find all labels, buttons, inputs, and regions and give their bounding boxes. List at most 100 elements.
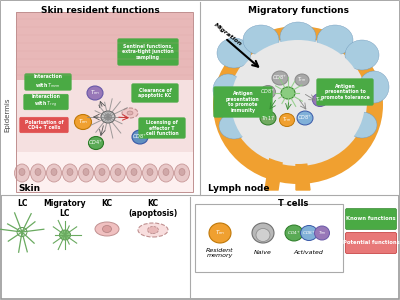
Ellipse shape [46,164,62,182]
Ellipse shape [101,111,115,123]
Ellipse shape [281,87,295,99]
FancyBboxPatch shape [346,232,396,254]
Text: Licensing of
effector T
cell function: Licensing of effector T cell function [146,120,178,136]
Polygon shape [296,150,310,190]
Text: $T_{rm}$: $T_{rm}$ [315,95,325,104]
Text: Skin resident functions: Skin resident functions [41,6,159,15]
Text: KC
(apoptosis): KC (apoptosis) [128,199,178,218]
Ellipse shape [256,229,270,242]
Text: Potential functions: Potential functions [343,241,399,245]
Text: T cells: T cells [278,199,308,208]
FancyBboxPatch shape [346,208,396,230]
Ellipse shape [35,169,41,176]
Ellipse shape [158,164,174,182]
FancyBboxPatch shape [25,74,71,90]
Text: Clearance of
apoptotic KC: Clearance of apoptotic KC [138,88,172,98]
Ellipse shape [217,38,251,68]
Text: Migration: Migration [213,22,243,47]
Bar [16,80,193,152]
Text: $CD8^+$: $CD8^+$ [260,88,276,96]
Ellipse shape [314,226,330,240]
Ellipse shape [115,169,121,176]
Text: Known functions: Known functions [346,217,396,221]
Text: Interaction
with $T_{reg}$: Interaction with $T_{reg}$ [32,94,60,110]
Bar [16,152,193,192]
Ellipse shape [317,25,353,55]
Text: Interaction
with $T_{mem}$: Interaction with $T_{mem}$ [34,74,62,89]
Ellipse shape [285,225,303,241]
Ellipse shape [102,226,112,232]
Ellipse shape [122,108,138,118]
Ellipse shape [174,164,190,182]
Ellipse shape [88,136,104,149]
Text: $CD8^+$: $CD8^+$ [302,229,316,237]
Text: $T_{rm}$: $T_{rm}$ [215,229,225,238]
Ellipse shape [359,71,389,103]
Ellipse shape [83,169,89,176]
Bar [200,1,399,195]
Ellipse shape [110,164,126,182]
Ellipse shape [213,26,383,184]
Ellipse shape [74,115,92,130]
Ellipse shape [104,114,112,120]
Text: $CD8^+$: $CD8^+$ [272,74,288,82]
Ellipse shape [312,94,328,106]
Ellipse shape [300,226,318,241]
Ellipse shape [280,22,316,52]
Ellipse shape [295,74,309,86]
Text: $T_{rm}$: $T_{rm}$ [78,118,88,126]
Text: $CD4^+$: $CD4^+$ [287,229,301,237]
Ellipse shape [132,130,148,144]
Ellipse shape [231,40,365,164]
Ellipse shape [127,111,133,115]
Ellipse shape [138,223,168,237]
Text: Resident
memory: Resident memory [206,248,234,258]
Text: $CD8^+$: $CD8^+$ [132,133,148,141]
Ellipse shape [252,223,274,243]
FancyBboxPatch shape [20,117,68,133]
Text: $T_{rm}$: $T_{rm}$ [318,229,326,237]
Ellipse shape [297,111,313,125]
Text: Epidermis: Epidermis [4,98,10,132]
Text: Polarisation of
CD4+ T cells: Polarisation of CD4+ T cells [25,120,63,130]
Text: Antigen
presentation
to promote
immunity: Antigen presentation to promote immunity [226,91,260,113]
Ellipse shape [345,40,379,70]
Ellipse shape [99,169,105,176]
Ellipse shape [147,169,153,176]
Ellipse shape [260,85,276,98]
Bar [16,12,193,192]
Text: LC: LC [17,199,27,208]
Text: Naive: Naive [254,250,272,256]
Ellipse shape [87,86,103,100]
Ellipse shape [60,230,70,240]
Ellipse shape [19,169,25,176]
Ellipse shape [17,227,27,236]
Ellipse shape [213,74,243,106]
Ellipse shape [78,164,94,182]
Ellipse shape [94,164,110,182]
Polygon shape [265,150,284,190]
Text: Migratory
LC: Migratory LC [44,199,86,218]
Ellipse shape [219,113,249,139]
Bar [16,12,193,80]
Ellipse shape [243,25,279,55]
FancyBboxPatch shape [139,118,185,138]
Ellipse shape [260,111,276,125]
Ellipse shape [280,113,294,127]
Ellipse shape [95,222,119,236]
Bar [1,1,200,195]
Ellipse shape [51,169,57,176]
Ellipse shape [229,38,367,166]
Text: Migratory functions: Migratory functions [248,6,348,15]
Text: $T_{rm}$: $T_{rm}$ [90,88,100,98]
Ellipse shape [179,169,185,176]
Ellipse shape [14,164,30,182]
Ellipse shape [148,226,158,233]
FancyBboxPatch shape [24,94,68,110]
Ellipse shape [347,112,377,138]
Bar [195,204,343,272]
Ellipse shape [126,164,142,182]
Text: $CD4^+$: $CD4^+$ [88,139,104,147]
Ellipse shape [62,164,78,182]
FancyBboxPatch shape [214,87,272,117]
